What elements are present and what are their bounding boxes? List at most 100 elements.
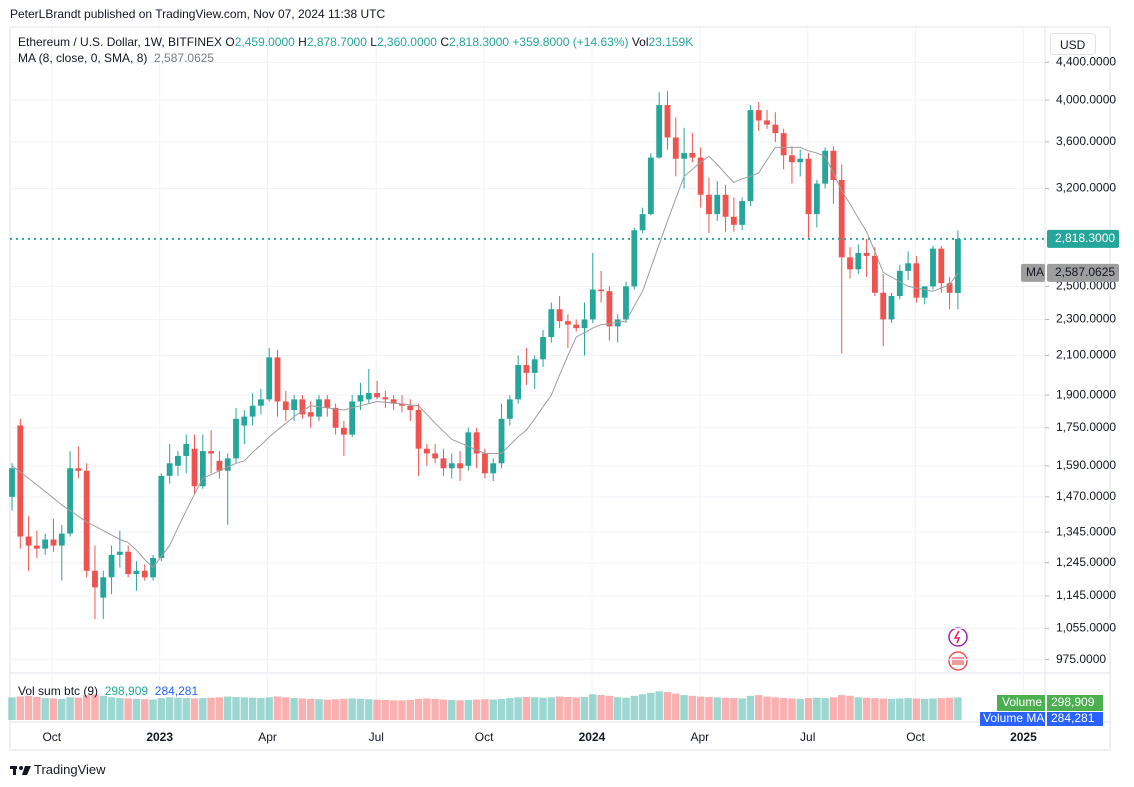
- ma-name: MA (8, close, 0, SMA, 8): [18, 51, 148, 65]
- candle-body: [830, 150, 837, 180]
- volume-bar: [74, 697, 83, 720]
- candle-body: [639, 214, 646, 231]
- candle-body: [116, 551, 123, 555]
- candle-body: [175, 455, 181, 466]
- candle-body: [656, 105, 663, 158]
- volume-bar: [232, 696, 240, 720]
- candle-body: [183, 443, 190, 456]
- candle-body: [291, 399, 298, 411]
- candle-body: [755, 110, 762, 121]
- candle-body: [390, 399, 397, 404]
- volume-badge: Volume: [1002, 695, 1042, 709]
- ma-tag-bg: [1021, 263, 1045, 282]
- candle-body: [50, 539, 57, 546]
- y-tick-label: 2,500.0000: [1056, 279, 1116, 293]
- currency-button[interactable]: USD: [1050, 33, 1096, 55]
- volume-bar: [132, 698, 141, 720]
- candle-body: [108, 554, 115, 578]
- candle-body: [498, 418, 505, 464]
- y-tick-label: 3,200.0000: [1056, 181, 1116, 195]
- candle-body: [266, 357, 273, 400]
- candle-body: [423, 448, 430, 454]
- volume-bar: [464, 699, 473, 720]
- legend-value: 2,878.7000: [306, 35, 367, 49]
- volume-bar: [821, 698, 829, 720]
- volume-bar: [896, 698, 904, 720]
- volume-bar: [348, 698, 356, 720]
- volume-bar: [207, 697, 215, 720]
- volume-bar: [199, 698, 207, 720]
- volume-bar: [680, 695, 688, 720]
- candle-body: [365, 393, 372, 400]
- candle-body: [747, 110, 754, 202]
- candle-body: [515, 365, 522, 400]
- candle-body: [689, 153, 696, 158]
- volume-bar: [306, 698, 315, 720]
- ma-label: 2,587.0625: [1055, 265, 1115, 279]
- volume-bar: [497, 698, 506, 720]
- candle-body: [25, 536, 32, 546]
- ma-value: 2,587.0625: [154, 51, 215, 65]
- candle-body: [847, 257, 853, 270]
- candle-body: [556, 309, 563, 322]
- candle-body: [614, 319, 621, 327]
- volume-bar: [589, 694, 597, 720]
- candle-body: [739, 201, 746, 225]
- candle-body: [258, 399, 264, 406]
- volume-bar: [248, 697, 257, 720]
- candle-body: [813, 183, 820, 215]
- event-icon[interactable]: [948, 627, 968, 647]
- candle-body: [83, 470, 90, 571]
- candle-body: [921, 286, 928, 298]
- price-label-bg: [1047, 229, 1119, 248]
- volume-bar: [66, 697, 74, 720]
- candle-body: [349, 401, 356, 435]
- candle-body: [805, 158, 812, 215]
- volume-bar: [572, 697, 580, 720]
- volume-bar: [472, 699, 481, 720]
- volume-bar: [945, 697, 954, 720]
- volume-bar: [705, 696, 713, 720]
- volume-bar: [530, 697, 539, 720]
- y-tick-label: 1,145.0000: [1056, 588, 1116, 602]
- volume-bar: [190, 698, 199, 720]
- volume-bar: [8, 697, 16, 720]
- candle-body: [340, 427, 347, 435]
- volume-bar: [580, 696, 589, 720]
- volume-bar: [33, 696, 41, 720]
- legend-key: H: [298, 35, 307, 49]
- candle-body: [523, 365, 530, 373]
- candle-body: [780, 133, 787, 156]
- y-tick-label: 1,590.0000: [1056, 458, 1116, 472]
- volume-bar: [779, 698, 788, 720]
- volume-pane-legend: Vol sum btc (9) 298,909 284,281: [18, 684, 198, 698]
- volume-bar: [721, 697, 730, 720]
- candle-body: [224, 458, 231, 471]
- x-tick-label: Apr: [690, 730, 709, 744]
- candle-body: [681, 153, 687, 159]
- y-tick-label: 4,400.0000: [1056, 54, 1116, 68]
- volume-legend: Vol23.159K: [632, 35, 693, 49]
- volume-bar: [829, 697, 838, 720]
- candle-body: [631, 230, 638, 287]
- volume-bar: [431, 698, 439, 720]
- ma-line: [11, 146, 959, 569]
- symbol: Ethereum / U.S. Dollar, 1W, BITFINEX: [18, 35, 223, 49]
- volume-bar: [920, 698, 929, 720]
- legend-value: 2,818.3000: [449, 35, 510, 49]
- volume-bar: [99, 695, 107, 720]
- candle-body: [382, 397, 389, 400]
- volume-bar: [149, 699, 157, 720]
- x-tick-label: Jul: [369, 730, 384, 744]
- volume-bar: [174, 697, 182, 720]
- volume-bar: [16, 696, 25, 720]
- candle-body: [664, 105, 671, 138]
- change: +359.8000 (+14.63%): [512, 35, 629, 49]
- volume-bar: [489, 699, 497, 720]
- volume-bar: [406, 699, 414, 720]
- legend-key: L: [370, 35, 377, 49]
- volume-bar: [655, 691, 663, 720]
- volume-ma: 284,281: [154, 684, 199, 698]
- volume-bar: [937, 698, 946, 720]
- candle-body: [92, 570, 98, 588]
